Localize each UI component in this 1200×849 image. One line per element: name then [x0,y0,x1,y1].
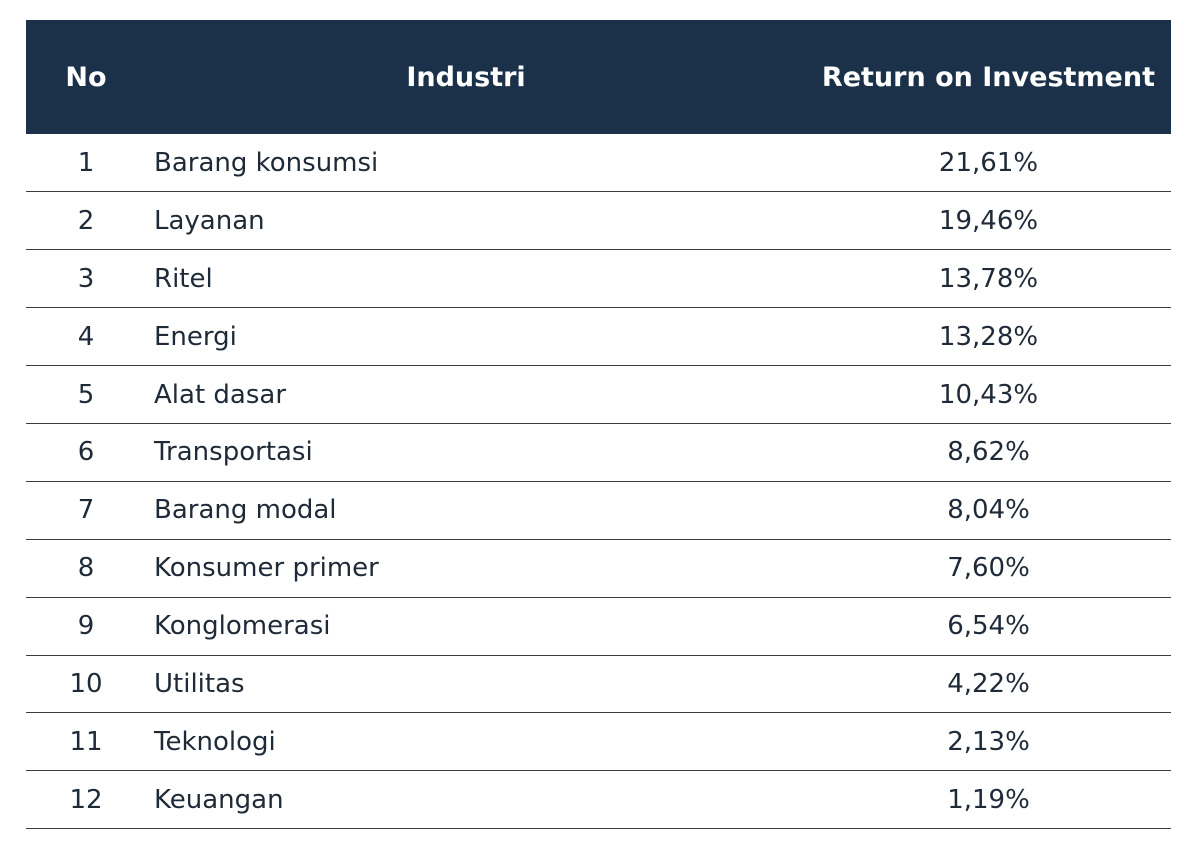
table-body: 1 Barang konsumsi 21,61% 2 Layanan 19,46% 3 Rit… [26,134,1171,829]
row-number: 7 [77,495,95,526]
table-row: 9 Konglomerasi 6,54% [26,597,1171,656]
row-industry: Barang modal [154,495,337,526]
header-roi: Return on Investment [821,61,1155,93]
table-row: 6 Transportasi 8,62% [26,423,1171,482]
table-row: 3 Ritel 13,78% [26,250,1171,308]
row-number: 9 [77,611,95,642]
roi-table: No Industri Return on Investment 1 Barang… [26,20,1171,829]
row-industry: Alat dasar [154,379,287,410]
row-roi-value: 8,04% [947,495,1030,526]
row-industry: Energi [154,321,237,352]
row-roi-value: 6,54% [947,611,1030,642]
row-roi-value: 8,62% [947,437,1030,468]
row-number: 4 [77,321,95,352]
table-row: 4 Energi 13,28% [26,308,1171,366]
row-roi-value: 1,19% [947,784,1030,815]
header-row: No Industri Return on Investment [26,20,1171,134]
row-number: 2 [77,205,95,236]
row-industry: Barang konsumsi [154,147,379,178]
row-industry: Transportasi [154,437,313,468]
row-number: 11 [69,726,103,757]
header-industry: Industri [406,61,526,93]
row-industry: Konglomerasi [154,611,331,642]
row-roi-value: 13,78% [938,263,1039,294]
row-industry: Layanan [154,205,265,236]
table-row: 1 Barang konsumsi 21,61% [26,134,1171,192]
row-number: 3 [77,263,95,294]
row-number: 6 [77,437,95,468]
roi-table-container: No Industri Return on Investment 1 Barang… [26,20,1171,829]
row-number: 1 [77,147,95,178]
table-row: 7 Barang modal 8,04% [26,481,1171,540]
row-number: 10 [69,668,103,699]
table-row: 11 Teknologi 2,13% [26,713,1171,771]
table-row: 5 Alat dasar 10,43% [26,366,1171,424]
table-row: 10 Utilitas 4,22% [26,655,1171,713]
row-roi-value: 19,46% [938,205,1039,236]
table-row: 8 Konsumer primer 7,60% [26,539,1171,598]
header-no: No [65,61,107,93]
table-row: 2 Layanan 19,46% [26,192,1171,250]
row-roi-value: 21,61% [938,147,1039,178]
table-row: 12 Keuangan 1,19% [26,771,1171,829]
row-industry: Keuangan [154,784,284,815]
row-industry: Konsumer primer [154,553,379,584]
row-roi-value: 13,28% [938,321,1039,352]
row-number: 12 [69,784,103,815]
row-roi-value: 7,60% [947,553,1030,584]
row-roi-value: 10,43% [938,379,1039,410]
row-number: 8 [77,553,95,584]
row-number: 5 [77,379,95,410]
row-industry: Teknologi [154,726,276,757]
row-roi-value: 4,22% [947,668,1030,699]
row-industry: Ritel [154,263,213,294]
row-roi-value: 2,13% [947,726,1030,757]
table-header: No Industri Return on Investment [26,20,1171,134]
row-industry: Utilitas [154,668,245,699]
